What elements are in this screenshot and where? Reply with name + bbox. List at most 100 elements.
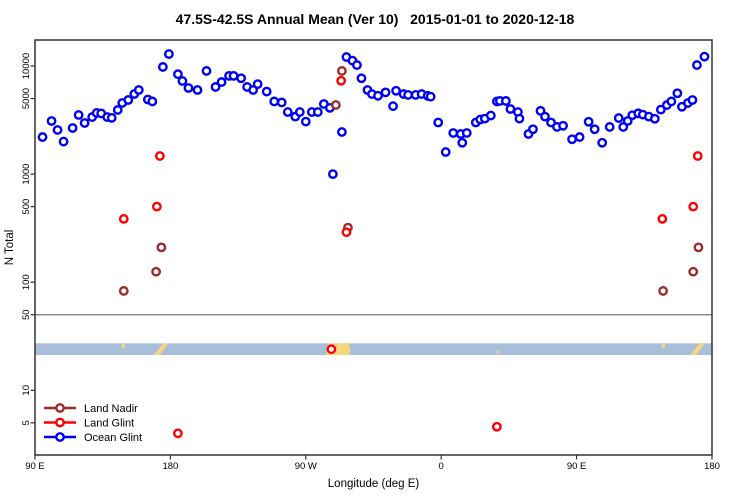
point-ocean-glint <box>73 110 84 120</box>
point-ocean-glint <box>300 116 311 127</box>
point-ocean-glint <box>269 96 280 107</box>
point-ocean-glint <box>485 110 496 121</box>
point-ocean-glint <box>672 88 683 99</box>
point-ocean-glint <box>540 111 550 122</box>
point-ocean-glint <box>388 101 398 112</box>
point-ocean-glint <box>505 104 516 114</box>
point-ocean-glint <box>373 90 383 101</box>
legend-label: Land Nadir <box>84 403 138 415</box>
point-ocean-glint <box>613 113 624 123</box>
point-land-glint <box>326 344 337 355</box>
point-land-glint <box>688 201 699 212</box>
point-ocean-glint <box>58 136 69 147</box>
x-tick-label: 180 <box>162 461 178 472</box>
point-ocean-glint <box>106 113 117 123</box>
point-ocean-glint <box>327 169 338 179</box>
land-patch-tasmania <box>121 343 125 348</box>
point-ocean-glint <box>337 127 347 137</box>
y-axis-title: N Total <box>4 230 16 266</box>
point-ocean-glint <box>461 128 472 138</box>
y-tick-label: 100 <box>21 274 32 290</box>
point-ocean-glint <box>649 113 660 124</box>
point-ocean-glint <box>236 73 247 84</box>
y-tick-label: 10000 <box>21 53 32 79</box>
point-land-glint <box>173 428 183 439</box>
legend-symbol <box>55 417 65 428</box>
point-ocean-glint <box>177 76 188 86</box>
point-land-nadir <box>156 242 167 253</box>
point-ocean-glint <box>558 120 568 131</box>
point-ocean-glint <box>546 117 556 128</box>
point-ocean-glint <box>433 117 444 128</box>
legend-label: Land Glint <box>84 417 134 429</box>
point-land-glint <box>657 214 668 224</box>
point-ocean-glint <box>228 70 239 81</box>
legend-symbol <box>55 432 65 442</box>
point-land-nadir <box>337 66 347 76</box>
point-ocean-glint <box>147 96 158 107</box>
point-ocean-glint <box>276 97 287 108</box>
legend-label: Ocean Glint <box>84 432 142 444</box>
land-patch-prince-edward-is <box>496 350 499 355</box>
point-ocean-glint <box>655 104 666 115</box>
chart-title: 47.5S-42.5S Annual Mean (Ver 10) 2015-01… <box>175 11 575 27</box>
point-ocean-glint <box>312 107 323 117</box>
y-tick-label: 500 <box>21 199 32 215</box>
point-ocean-glint <box>425 91 436 102</box>
point-ocean-glint <box>583 116 594 127</box>
point-ocean-glint <box>67 123 78 133</box>
point-land-nadir <box>688 266 699 277</box>
point-ocean-glint <box>46 116 57 126</box>
point-ocean-glint <box>589 124 600 135</box>
point-ocean-glint <box>183 83 194 93</box>
land-patch-new-zealand-wrap <box>690 343 705 356</box>
point-ocean-glint <box>79 118 90 128</box>
point-ocean-glint <box>261 86 272 97</box>
point-ocean-glint <box>282 107 293 117</box>
point-ocean-glint <box>294 107 305 117</box>
point-ocean-glint <box>173 69 183 80</box>
y-tick-label: 5000 <box>21 88 32 109</box>
plot-box <box>34 39 713 456</box>
y-tick-label: 1000 <box>21 164 32 185</box>
point-ocean-glint <box>157 62 168 72</box>
point-ocean-glint <box>567 134 577 145</box>
point-ocean-glint <box>37 132 48 142</box>
x-axis-title: Longitude (deg E) <box>328 478 420 490</box>
point-ocean-glint <box>380 87 391 98</box>
point-ocean-glint <box>252 79 263 90</box>
point-ocean-glint <box>604 122 615 132</box>
point-land-glint <box>151 201 162 212</box>
point-ocean-glint <box>52 125 63 135</box>
point-ocean-glint <box>192 85 203 95</box>
point-ocean-glint <box>352 60 362 70</box>
point-ocean-glint <box>528 124 538 135</box>
y-tick-label: 50 <box>21 309 32 320</box>
point-ocean-glint <box>391 85 401 96</box>
point-ocean-glint <box>500 96 511 106</box>
y-tick-label: 5 <box>21 420 32 425</box>
point-ocean-glint <box>618 122 629 132</box>
point-ocean-glint <box>692 60 702 70</box>
x-tick-label: 90 E <box>567 461 587 472</box>
point-ocean-glint <box>666 96 677 107</box>
legend-symbol <box>55 403 65 413</box>
point-land-nadir <box>118 286 129 296</box>
point-ocean-glint <box>440 147 451 157</box>
point-land-glint <box>692 151 703 161</box>
point-ocean-glint <box>574 132 585 142</box>
point-land-nadir <box>151 266 162 277</box>
point-ocean-glint <box>133 85 144 95</box>
point-land-nadir <box>693 242 704 253</box>
land-patch-new-zealand <box>153 343 169 356</box>
point-land-glint <box>336 75 347 86</box>
point-ocean-glint <box>514 113 525 124</box>
point-ocean-glint <box>210 82 221 92</box>
point-ocean-glint <box>403 90 414 100</box>
y-tick-label: 10 <box>21 385 32 396</box>
x-tick-label: 90 W <box>295 461 317 472</box>
point-ocean-glint <box>356 73 367 84</box>
x-tick-label: 0 <box>439 461 444 472</box>
